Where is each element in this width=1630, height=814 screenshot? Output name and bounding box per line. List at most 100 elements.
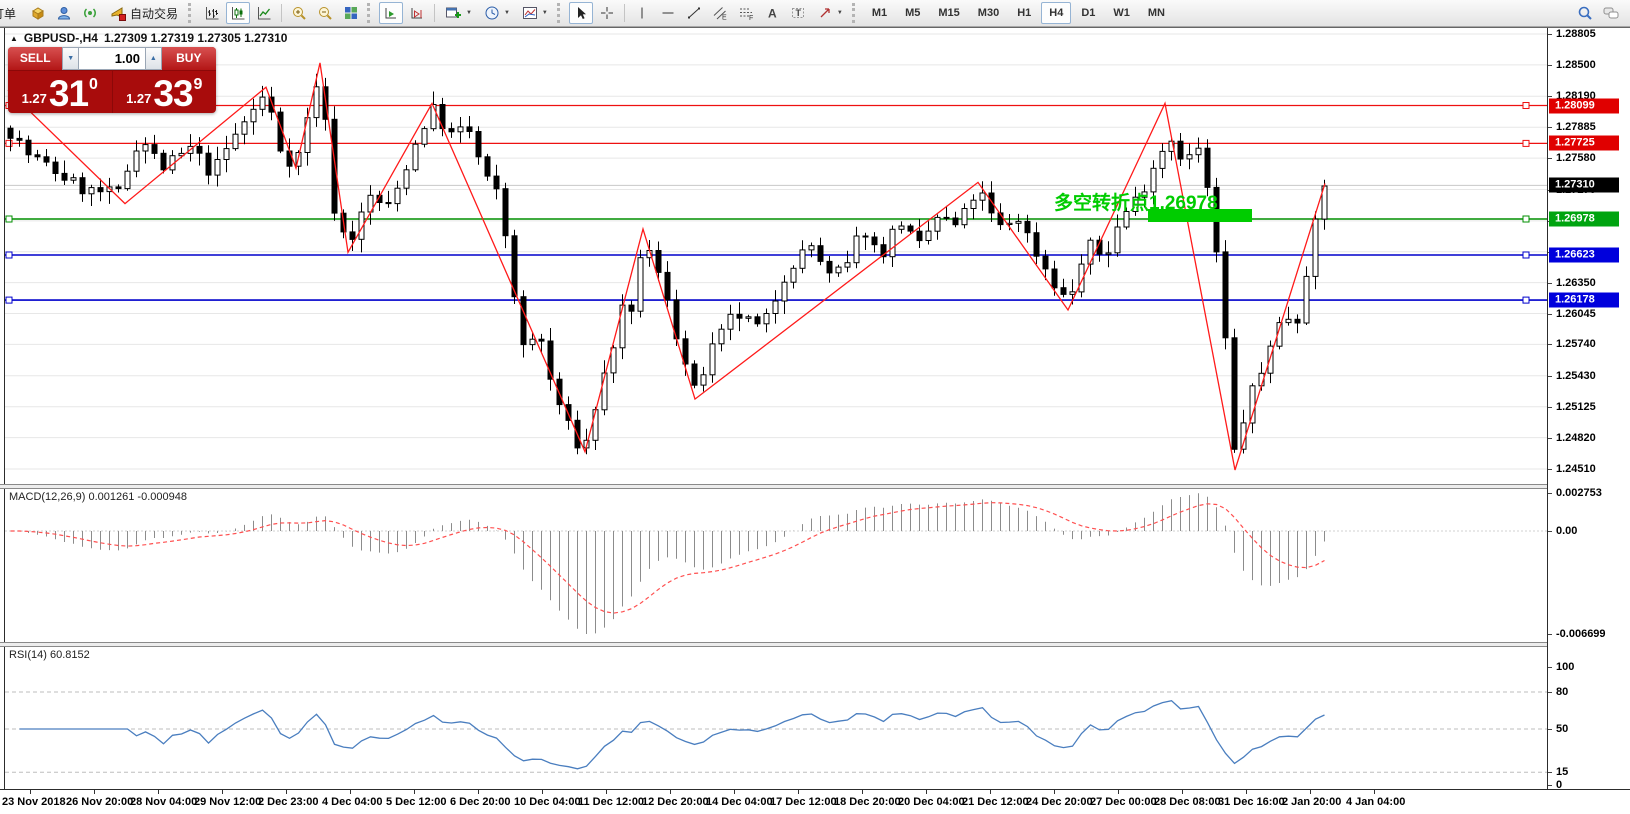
sell-price-tile[interactable]: 1.27 31 0 xyxy=(8,71,112,113)
price-tick-label: 1.25430 xyxy=(1556,369,1596,382)
price-axis[interactable]: 1.288051.285001.281901.278851.275801.272… xyxy=(1548,28,1630,791)
price-axis-tick xyxy=(1548,127,1552,129)
auto-scroll-button[interactable] xyxy=(379,2,404,24)
time-axis-tick xyxy=(542,790,543,794)
timeframe-w1[interactable]: W1 xyxy=(1113,7,1130,19)
line-chart-button[interactable] xyxy=(252,2,276,24)
volume-input[interactable] xyxy=(79,47,145,70)
time-axis[interactable]: 23 Nov 2018 26 Nov 20:00 28 Nov 04:00 29 No… xyxy=(0,789,1630,814)
vertical-line-tool[interactable] xyxy=(630,2,654,24)
trendline-tool[interactable] xyxy=(682,2,706,24)
chat-button[interactable] xyxy=(1599,2,1623,24)
cursor-icon xyxy=(573,5,589,21)
sell-button[interactable]: SELL xyxy=(8,47,63,70)
price-axis-tick xyxy=(1548,406,1552,408)
time-axis-label: 20 Dec 04:00 xyxy=(898,796,965,808)
text-tool[interactable]: A xyxy=(760,2,784,24)
timeframe-m5[interactable]: M5 xyxy=(905,7,921,19)
timeframe-h4[interactable]: H4 xyxy=(1041,2,1072,24)
candlestick-icon xyxy=(230,5,246,21)
buy-price-tile[interactable]: 1.27 33 9 xyxy=(111,71,217,113)
chart-shift-button[interactable] xyxy=(405,2,429,24)
search-button[interactable] xyxy=(1573,2,1597,24)
zigzag-annotation[interactable]: 多空转折点1.26978 xyxy=(1054,193,1218,214)
line-handle xyxy=(1522,296,1530,304)
rsi-axis-tick xyxy=(1548,772,1552,774)
timeframe-h1[interactable]: H1 xyxy=(1017,7,1032,19)
community-button[interactable] xyxy=(52,2,76,24)
price-tick-label: 1.26350 xyxy=(1556,276,1596,289)
candlestick-chart-button[interactable] xyxy=(226,2,251,24)
shapes-dropdown[interactable]: ▼ xyxy=(812,2,848,24)
time-axis-tick xyxy=(94,790,95,794)
new-chart-dropdown[interactable]: ▼ xyxy=(440,2,477,24)
price-axis-tick xyxy=(1548,64,1552,66)
svg-text:F: F xyxy=(749,15,753,21)
signals-button[interactable] xyxy=(78,2,102,24)
price-axis-line xyxy=(1547,28,1548,789)
volume-decrease-button[interactable]: ▼ xyxy=(62,47,79,70)
panel-splitter[interactable] xyxy=(0,484,1630,489)
collapse-panel-icon[interactable]: ▲ xyxy=(10,33,18,43)
zoom-out-button[interactable] xyxy=(313,2,337,24)
timeframe-mn[interactable]: MN xyxy=(1147,7,1165,19)
time-axis-tick xyxy=(158,790,159,794)
toolbar-separator xyxy=(281,4,283,22)
text-icon: A xyxy=(764,5,780,21)
time-axis-label: 2 Jan 20:00 xyxy=(1282,796,1342,808)
timeframe-m15[interactable]: M15 xyxy=(938,7,960,19)
price-axis-tick xyxy=(1548,158,1552,160)
horizontal-line-icon xyxy=(660,5,676,21)
time-axis-label: 14 Dec 04:00 xyxy=(706,796,773,808)
equidistant-channel-tool[interactable]: E xyxy=(708,2,732,24)
autotrading-button[interactable]: 自动交易 xyxy=(104,2,184,24)
line-chart-icon xyxy=(256,5,272,21)
fibonacci-tool[interactable]: F xyxy=(734,2,758,24)
symbol-title: GBPUSD-,H4 xyxy=(23,31,98,45)
panel-splitter[interactable] xyxy=(0,642,1630,647)
timeframe-d1[interactable]: D1 xyxy=(1081,7,1096,19)
period-dropdown[interactable]: ▼ xyxy=(479,2,515,24)
price-axis-tick xyxy=(1548,313,1552,315)
crosshair-button[interactable] xyxy=(595,2,619,24)
volume-increase-button[interactable]: ▲ xyxy=(145,47,162,70)
toolbar-grip[interactable] xyxy=(188,3,194,23)
price-tick-label: 1.25125 xyxy=(1556,400,1596,413)
macd-canvas[interactable] xyxy=(5,489,1547,642)
symbol-quotes: 1.27309 1.27319 1.27305 1.27310 xyxy=(103,31,288,45)
time-axis-tick xyxy=(286,790,287,794)
fibonacci-icon: F xyxy=(738,5,754,21)
horizontal-line-tool[interactable] xyxy=(656,2,680,24)
toolbar-grip[interactable] xyxy=(851,3,858,23)
time-axis-tick xyxy=(990,790,991,794)
arrows-icon xyxy=(817,5,833,21)
time-axis-tick xyxy=(30,790,31,794)
tile-windows-button[interactable] xyxy=(339,2,363,24)
main-chart-canvas[interactable] xyxy=(5,28,1547,484)
indicators-dropdown[interactable]: ▼ xyxy=(517,2,553,24)
line-handle xyxy=(5,139,13,147)
time-axis-label: 17 Dec 12:00 xyxy=(770,796,837,808)
timeframe-m1[interactable]: M1 xyxy=(871,7,888,19)
buy-button[interactable]: BUY xyxy=(161,47,216,70)
time-axis-label: 23 Nov 2018 xyxy=(2,796,66,808)
price-tick-label: 1.27580 xyxy=(1556,152,1596,165)
toolbar-grip[interactable] xyxy=(367,3,373,23)
zoom-in-button[interactable] xyxy=(287,2,311,24)
time-axis-label: 28 Dec 08:00 xyxy=(1154,796,1221,808)
price-tick-label: 1.24820 xyxy=(1556,431,1596,444)
tile-windows-icon xyxy=(343,5,359,21)
macd-axis-label: 0.002753 xyxy=(1556,487,1602,499)
order-button[interactable]: 订单 xyxy=(0,2,25,24)
new-order-button[interactable] xyxy=(26,2,50,24)
rsi-canvas[interactable] xyxy=(5,647,1547,789)
cursor-button[interactable] xyxy=(568,2,593,24)
toolbar-separator xyxy=(623,4,625,22)
toolbar-grip[interactable] xyxy=(556,3,563,23)
bar-chart-button[interactable] xyxy=(200,2,224,24)
time-axis-tick xyxy=(926,790,927,794)
price-axis-tick xyxy=(1548,469,1552,470)
timeframe-m30[interactable]: M30 xyxy=(977,7,1000,19)
time-axis-label: 31 Dec 16:00 xyxy=(1218,796,1285,808)
text-label-tool[interactable]: T xyxy=(786,2,810,24)
